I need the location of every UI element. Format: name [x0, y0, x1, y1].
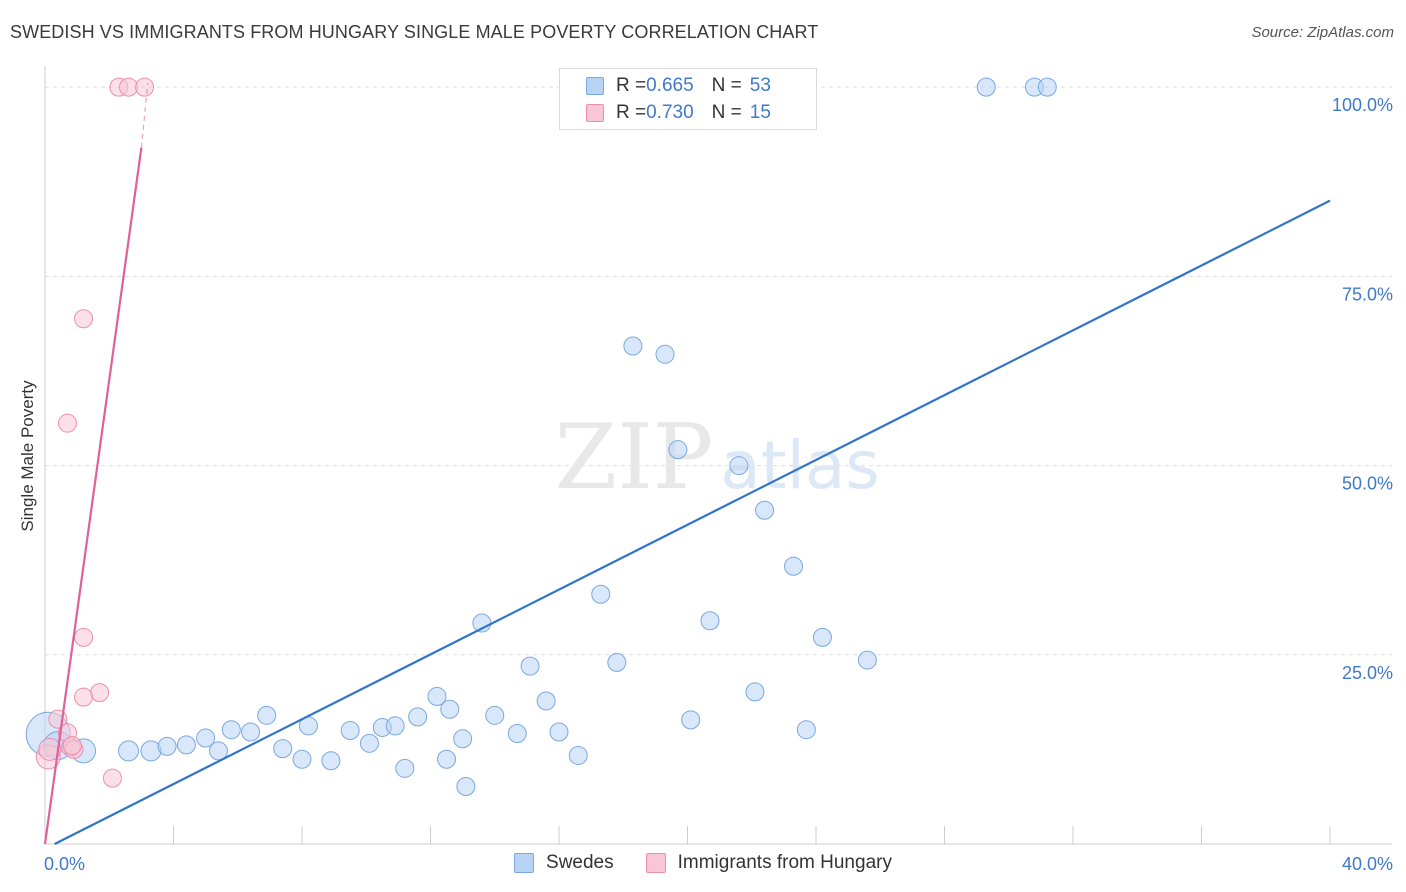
swedes-point [681, 710, 701, 730]
swedes-point [157, 736, 177, 756]
swedes-point [176, 735, 196, 755]
swedes-point [549, 722, 569, 742]
swedes-swatch-icon [586, 77, 604, 95]
swedes-legend-icon [514, 853, 535, 873]
watermark-zip: ZIP [555, 405, 714, 510]
hungary-point [57, 413, 77, 433]
grid [45, 86, 1392, 656]
hungary-point [119, 77, 139, 97]
hungary-trend-extension [140, 83, 149, 148]
swedes-point [321, 751, 341, 771]
swedes-trend-line [54, 199, 1331, 845]
series-legend: Swedes Immigrants from Hungary [0, 852, 1406, 874]
swedes-point [408, 707, 428, 727]
swedes-point [857, 650, 877, 670]
swedes-point [395, 758, 415, 778]
hungary-point [74, 627, 94, 647]
legend-label: Swedes [546, 852, 614, 873]
legend-row-hungary: R = 0.730 N = 15 [586, 101, 771, 125]
y-tick-label: 100.0% [1332, 95, 1393, 115]
hungary-point [62, 736, 82, 756]
swedes-point [221, 720, 241, 740]
swedes-point [976, 77, 996, 97]
swedes-point [784, 556, 804, 576]
swedes-point [536, 691, 556, 711]
hungary-legend-icon [645, 853, 666, 873]
hungary-swatch-icon [586, 104, 604, 122]
swedes-point [385, 716, 405, 736]
swedes-point [623, 336, 643, 356]
swedes-point [591, 584, 611, 604]
hungary-point [38, 737, 62, 761]
swedes-point [485, 705, 505, 725]
swedes-point [729, 456, 749, 476]
swedes-point [196, 728, 216, 748]
swedes-point [668, 440, 688, 460]
hungary-point [74, 309, 94, 329]
swedes-point [507, 723, 527, 743]
legend-label: Immigrants from Hungary [677, 852, 892, 873]
y-tick-label: 25.0% [1342, 663, 1393, 683]
swedes-point [453, 729, 473, 749]
swedes-point [607, 652, 627, 672]
x-tick-label: 40.0% [1342, 854, 1393, 874]
n-label: N = [711, 75, 742, 96]
swedes-point [437, 749, 457, 769]
legend-item-swedes[interactable]: Swedes [514, 852, 614, 874]
swedes-point [359, 733, 379, 753]
chart-title: SWEDISH VS IMMIGRANTS FROM HUNGARY SINGL… [10, 22, 819, 42]
swedes-point [755, 500, 775, 520]
swedes-point [208, 741, 228, 761]
correlation-legend: R = 0.665 N = 53 R = 0.730 N = 15 [559, 68, 817, 130]
hungary-point [90, 683, 110, 703]
r-label: R = [616, 102, 647, 123]
r-label: R = [616, 75, 647, 96]
swedes-point [257, 705, 277, 725]
watermark: ZIP atlas [555, 405, 880, 510]
swedes-point [118, 740, 140, 762]
y-tick-label: 75.0% [1342, 284, 1393, 304]
swedes-point [427, 686, 447, 706]
swedes-point [440, 699, 460, 719]
swedes-point [812, 627, 832, 647]
swedes-point [273, 739, 293, 759]
r-value: 0.665 [646, 75, 694, 96]
r-value: 0.730 [646, 102, 694, 123]
swedes-point [1037, 77, 1057, 97]
hungary-trend-line [43, 147, 143, 845]
hungary-point [102, 768, 122, 788]
swedes-point [340, 720, 360, 740]
data-points [25, 77, 1057, 796]
source-label: Source: ZipAtlas.com [1251, 24, 1394, 41]
swedes-point [655, 344, 675, 364]
legend-row-swedes: R = 0.665 N = 53 [586, 74, 771, 98]
y-tick-label: 50.0% [1342, 474, 1393, 494]
n-value: 53 [749, 75, 771, 96]
x-tick-label: 0.0% [44, 854, 85, 874]
swedes-point [700, 611, 720, 631]
n-value: 15 [749, 102, 771, 123]
hungary-point [135, 77, 155, 97]
swedes-point [745, 682, 765, 702]
hungary-point [74, 687, 94, 707]
swedes-point [241, 722, 261, 742]
swedes-point [520, 656, 540, 676]
trend-lines [43, 83, 1331, 845]
swedes-point [796, 720, 816, 740]
swedes-point [568, 745, 588, 765]
legend-item-hungary[interactable]: Immigrants from Hungary [645, 852, 892, 874]
tick-labels: 25.0% 50.0% 75.0% 100.0% 0.0% 40.0% [44, 95, 1393, 874]
n-label: N = [711, 102, 742, 123]
swedes-point [456, 776, 476, 796]
swedes-point [292, 749, 312, 769]
